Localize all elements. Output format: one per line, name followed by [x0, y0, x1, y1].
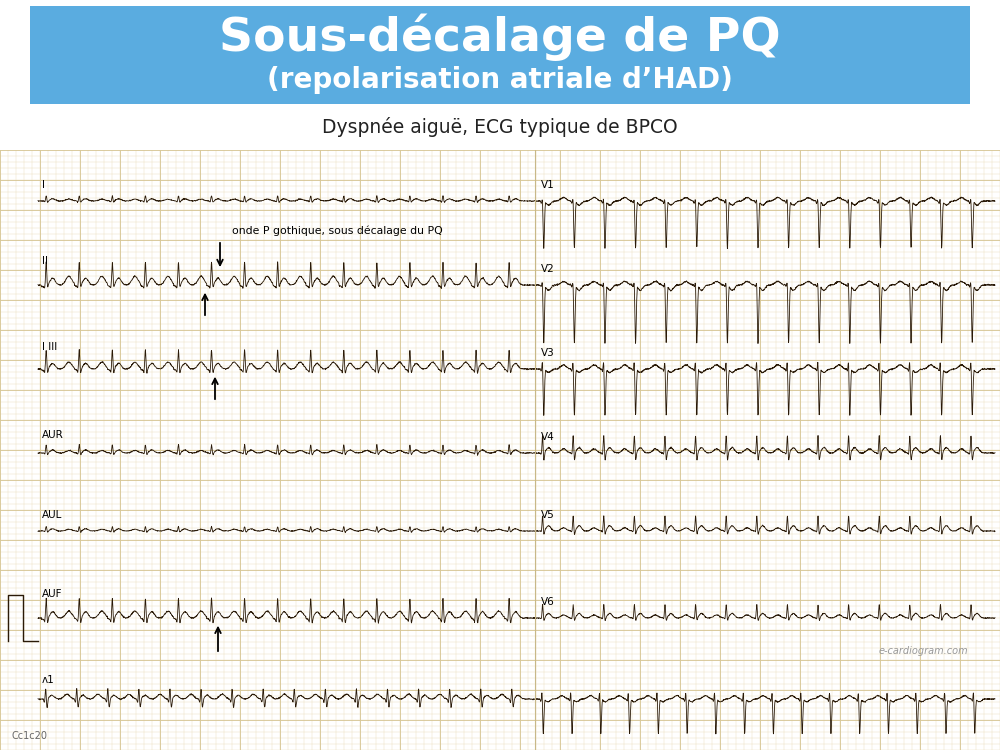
Text: I: I: [42, 180, 45, 190]
FancyBboxPatch shape: [0, 2, 1000, 107]
Text: V6: V6: [541, 597, 555, 607]
Text: Cc1c20: Cc1c20: [12, 731, 48, 741]
Text: I III: I III: [42, 342, 57, 352]
Text: onde P gothique, sous décalage du PQ: onde P gothique, sous décalage du PQ: [232, 226, 443, 236]
Text: II: II: [42, 256, 48, 266]
Text: ʌ1: ʌ1: [42, 675, 55, 685]
Text: V4: V4: [541, 432, 555, 442]
Text: V3: V3: [541, 348, 555, 358]
Text: V1: V1: [541, 180, 555, 190]
Text: AUL: AUL: [42, 510, 62, 520]
Text: V5: V5: [541, 510, 555, 520]
Text: e-cardiogram.com: e-cardiogram.com: [878, 646, 968, 656]
Text: (repolarisation atriale d’HAD): (repolarisation atriale d’HAD): [267, 66, 733, 94]
Text: AUR: AUR: [42, 430, 64, 440]
Text: AUF: AUF: [42, 590, 62, 599]
Text: Dyspnée aiguë, ECG typique de BPCO: Dyspnée aiguë, ECG typique de BPCO: [322, 117, 678, 136]
Text: Sous-décalage de PQ: Sous-décalage de PQ: [219, 13, 781, 61]
Text: V2: V2: [541, 264, 555, 274]
